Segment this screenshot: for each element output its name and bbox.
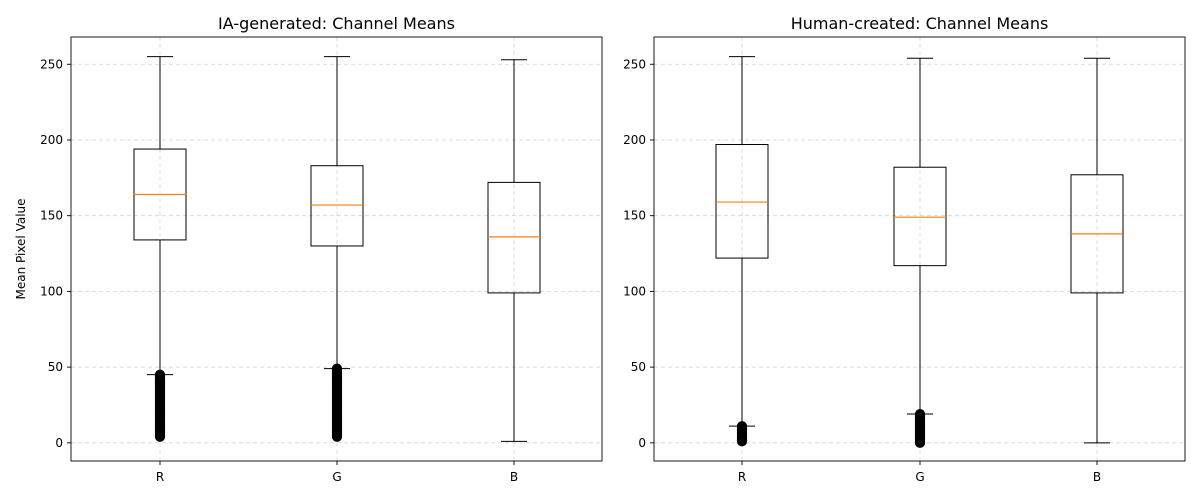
x-tick-label: R (738, 470, 746, 484)
box-r (133, 56, 187, 442)
y-tick-label: 0 (55, 436, 63, 450)
y-tick-label: 200 (623, 133, 646, 147)
y-tick-label: 50 (631, 360, 646, 374)
box-g (310, 56, 364, 442)
chart-title: Human-created: Channel Means (791, 14, 1049, 33)
y-tick-label: 100 (40, 284, 63, 298)
x-tick-label: R (156, 470, 164, 484)
x-tick-label: B (510, 470, 518, 484)
y-axis-label: Mean Pixel Value (14, 198, 28, 299)
box-b (487, 59, 541, 442)
box-r (715, 56, 769, 447)
x-tick-label: B (1093, 470, 1101, 484)
x-tick-label: G (915, 470, 924, 484)
y-tick-label: 150 (623, 209, 646, 223)
y-tick-label: 50 (48, 360, 63, 374)
y-tick-label: 250 (40, 57, 63, 71)
iqr-box (310, 165, 364, 247)
y-tick-label: 100 (623, 284, 646, 298)
iqr-box (893, 166, 947, 267)
axes-frame (653, 36, 1186, 462)
y-tick-label: 0 (638, 436, 646, 450)
chart-panel-ia-generated: 0 50 100 150 200 250 R G B IA-generated: Channel … (14, 14, 603, 484)
box-g (893, 57, 947, 448)
y-tick-label: 150 (40, 209, 63, 223)
box-b (1070, 57, 1124, 444)
iqr-box (715, 144, 769, 259)
y-tick-label: 250 (623, 57, 646, 71)
chart-panel-human-created: 0 50 100 150 200 250 R G B Human-created: Channel… (623, 14, 1186, 484)
axes-frame (70, 36, 603, 462)
chart-title: IA-generated: Channel Means (218, 14, 455, 33)
iqr-box (487, 181, 541, 294)
x-tick-label: G (332, 470, 341, 484)
y-tick-label: 200 (40, 133, 63, 147)
